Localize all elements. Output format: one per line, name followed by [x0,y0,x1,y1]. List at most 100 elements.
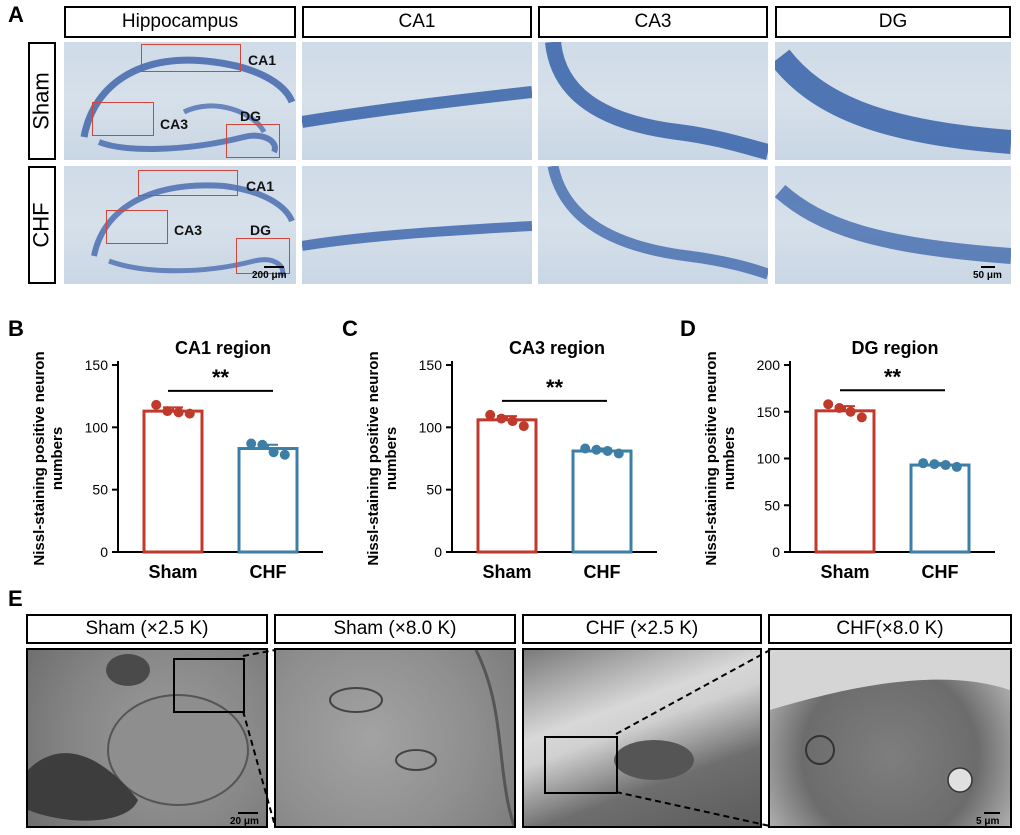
column-header-dg: DG [775,6,1011,38]
data-point [834,403,845,414]
tag-ca1-chf: CA1 [246,178,275,194]
em-chf-8k-drawing [770,650,1010,793]
data-point [518,421,529,432]
data-point [602,446,613,457]
x-tick-label: CHF [250,562,287,582]
sham-dg-image [775,42,1011,160]
data-point [173,407,184,418]
y-tick-label: 100 [85,419,109,435]
data-point [184,408,195,419]
x-tick-label: Sham [148,562,197,582]
scale-bar-e-low [238,812,258,814]
em-header-chf-8k: CHF(×8.0 K) [768,614,1012,644]
scale-label-a-low: 200 μm [252,270,287,281]
y-tick-label: 0 [100,544,108,560]
tag-dg-sham: DG [240,108,261,124]
y-tick-label: 200 [757,357,781,373]
roi-box-ca3-chf [106,210,168,244]
data-point [162,406,173,417]
column-header-hippocampus: Hippocampus [64,6,296,38]
em-sham-8k-drawing [329,650,514,826]
data-point [268,447,279,458]
y-tick-label: 50 [426,482,442,498]
chart-dg-region: DG region Nissl-staining positive neuron n… [703,338,995,582]
sham-dg-drawing [775,49,1011,154]
chf-ca1-drawing [302,221,532,251]
data-point [580,443,591,454]
scale-bar-a-high [981,266,995,268]
y-axis-label: Nissl-staining positive neuron [703,351,720,565]
sham-hippocampus-drawing [80,56,296,154]
x-tick-label: Sham [482,562,531,582]
tag-dg-chf: DG [250,222,271,238]
roi-box-ca1-sham [141,44,241,72]
significance-label: ** [884,364,902,389]
panel-label-e: E [8,586,23,611]
sham-ca1-image [302,42,532,160]
chart-ca1-region: CA1 region Nissl-staining positive neuron… [31,338,323,582]
sham-ca3-image [538,42,768,160]
y-tick-label: 150 [757,404,781,420]
roi-box-dg-sham [226,124,280,158]
chf-dg-image: 50 μm [775,166,1011,284]
y-tick-label: 150 [85,357,109,373]
scale-label-a-high: 50 μm [973,270,1002,281]
x-tick-label: Sham [820,562,869,582]
data-point [279,449,290,460]
chart-title: CA3 region [509,338,605,358]
y-tick-label: 150 [419,357,443,373]
bar-sham [142,409,204,554]
data-point [485,409,496,420]
panel-label-a: A [8,2,24,27]
em-sham-2-5k-drawing [28,654,249,821]
em-header-sham-2-5k: Sham (×2.5 K) [26,614,268,644]
data-point [591,444,602,455]
tag-ca3-chf: CA3 [174,222,203,238]
data-point [257,439,268,450]
tag-ca1-sham: CA1 [248,52,277,68]
bar-sham [476,418,538,554]
chf-ca3-drawing [547,166,768,280]
em-sham-8k-image [274,648,516,828]
em-chf-2-5k-drawing [614,740,694,780]
significance-label: ** [546,375,564,400]
y-tick-label: 0 [434,544,442,560]
y-tick-label: 50 [92,482,108,498]
chf-hippocampus-image: CA1 CA3 DG 200 μm [64,166,296,284]
column-header-ca3: CA3 [538,6,768,38]
tag-ca3-sham: CA3 [160,116,189,132]
scale-bar-a-low [264,266,284,268]
data-point [845,406,856,417]
sham-hippocampus-image: CA1 CA3 DG [64,42,296,160]
chart-ca3-region: CA3 region Nissl-staining positive neuron… [365,338,657,582]
chf-ca3-image [538,166,768,284]
panel-label-c: C [342,316,358,341]
row-label-chf-text: CHF [29,202,54,248]
em-zoom-box-chf [544,736,618,794]
chart-title: DG region [851,338,938,358]
chf-dg-drawing [775,184,1011,264]
data-point [929,459,940,470]
panel-label-d: D [680,316,696,341]
em-zoom-box-sham [173,658,245,713]
chf-ca1-image [302,166,532,284]
em-header-chf-2-5k: CHF (×2.5 K) [522,614,762,644]
y-axis-label-line2: numbers [49,427,66,490]
scale-label-e-low: 20 μm [230,816,259,827]
column-header-ca1: CA1 [302,6,532,38]
significance-label: ** [212,365,230,390]
x-tick-label: CHF [922,562,959,582]
y-tick-label: 50 [764,497,780,513]
sham-ca3-drawing [545,42,768,160]
data-point [507,416,518,427]
x-tick-label: CHF [584,562,621,582]
data-point [496,413,507,424]
row-label-sham: Sham [28,42,56,160]
y-tick-label: 100 [419,419,443,435]
row-label-sham-text: Sham [29,72,55,130]
data-point [151,399,162,410]
data-point [246,438,257,449]
bar-sham [814,409,876,554]
data-point [613,448,624,459]
y-tick-label: 0 [772,544,780,560]
